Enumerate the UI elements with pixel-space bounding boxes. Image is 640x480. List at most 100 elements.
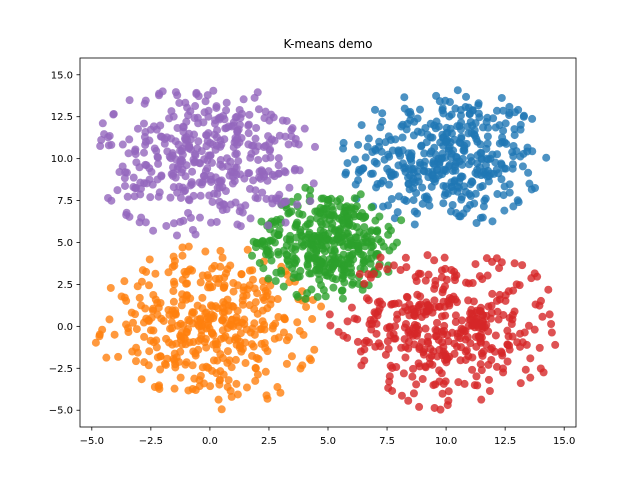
- data-point: [343, 159, 352, 168]
- data-point: [474, 99, 483, 108]
- data-point: [130, 192, 139, 201]
- data-point: [212, 345, 221, 354]
- data-point: [361, 153, 370, 162]
- data-point: [491, 123, 500, 132]
- data-point: [200, 171, 209, 180]
- data-point: [426, 303, 435, 312]
- data-point: [258, 306, 267, 315]
- data-point: [267, 295, 276, 304]
- data-point: [184, 209, 193, 218]
- data-point: [497, 159, 506, 168]
- data-point: [417, 338, 426, 347]
- data-point: [311, 254, 320, 263]
- data-point: [396, 266, 405, 275]
- data-point: [226, 157, 235, 166]
- data-point: [457, 316, 466, 325]
- data-point: [499, 364, 508, 373]
- data-point: [401, 353, 410, 362]
- data-point: [384, 344, 393, 353]
- data-point: [291, 223, 300, 231]
- data-point: [263, 347, 272, 356]
- series-3: [248, 183, 406, 303]
- data-point: [170, 349, 179, 358]
- x-tick-label: −5.0: [80, 436, 104, 447]
- data-point: [508, 164, 517, 173]
- data-point: [113, 186, 122, 195]
- data-point: [388, 300, 397, 309]
- data-point: [255, 258, 264, 267]
- data-point: [324, 210, 333, 219]
- data-point: [451, 318, 460, 327]
- data-point: [433, 326, 442, 335]
- data-point: [211, 274, 220, 283]
- data-point: [447, 182, 456, 191]
- data-point: [312, 265, 321, 274]
- data-point: [360, 213, 369, 222]
- data-point: [251, 376, 260, 385]
- data-point: [264, 221, 273, 230]
- data-point: [457, 195, 466, 204]
- data-point: [250, 330, 259, 339]
- data-point: [492, 296, 501, 305]
- data-point: [339, 331, 348, 340]
- data-point: [357, 361, 366, 370]
- data-point: [475, 332, 484, 341]
- data-point: [435, 302, 444, 311]
- data-point: [131, 310, 140, 319]
- data-point: [477, 349, 486, 358]
- data-point: [253, 194, 262, 203]
- data-point: [243, 245, 252, 254]
- data-point: [476, 360, 485, 369]
- data-point: [420, 149, 429, 158]
- data-point: [203, 271, 212, 280]
- data-point: [457, 132, 466, 141]
- data-point: [391, 334, 400, 343]
- data-point: [137, 277, 146, 286]
- data-point: [354, 241, 363, 250]
- data-point: [164, 268, 173, 277]
- data-point: [257, 217, 266, 226]
- data-point: [176, 193, 185, 202]
- data-point: [139, 119, 148, 128]
- data-point: [379, 202, 388, 211]
- data-point: [364, 134, 373, 143]
- data-point: [343, 317, 352, 326]
- data-point: [167, 107, 176, 116]
- data-point: [470, 381, 479, 390]
- data-point: [445, 301, 454, 310]
- data-point: [397, 391, 406, 400]
- data-point: [204, 363, 213, 372]
- data-point: [241, 359, 250, 368]
- data-point: [249, 342, 258, 351]
- data-point: [415, 402, 424, 411]
- data-point: [389, 261, 398, 270]
- data-point: [478, 275, 487, 284]
- data-point: [385, 180, 394, 189]
- data-point: [450, 135, 459, 144]
- data-point: [141, 96, 150, 105]
- data-point: [233, 390, 242, 399]
- x-tick-label: 0.0: [202, 436, 218, 447]
- data-point: [252, 238, 261, 247]
- data-point: [154, 382, 163, 391]
- data-point: [231, 150, 240, 159]
- data-point: [274, 231, 283, 240]
- data-point: [516, 125, 525, 134]
- data-point: [144, 361, 153, 370]
- data-point: [551, 340, 560, 349]
- data-point: [360, 223, 369, 232]
- data-point: [265, 138, 274, 147]
- data-point: [208, 302, 217, 311]
- data-point: [364, 296, 373, 305]
- data-point: [194, 345, 203, 354]
- data-point: [440, 253, 449, 262]
- data-point: [204, 312, 212, 321]
- data-point: [221, 187, 230, 196]
- data-point: [386, 226, 395, 235]
- data-point: [518, 261, 527, 270]
- data-point: [203, 164, 212, 173]
- data-point: [178, 275, 187, 284]
- data-point: [233, 134, 242, 143]
- data-point: [477, 395, 486, 404]
- data-point: [471, 319, 480, 328]
